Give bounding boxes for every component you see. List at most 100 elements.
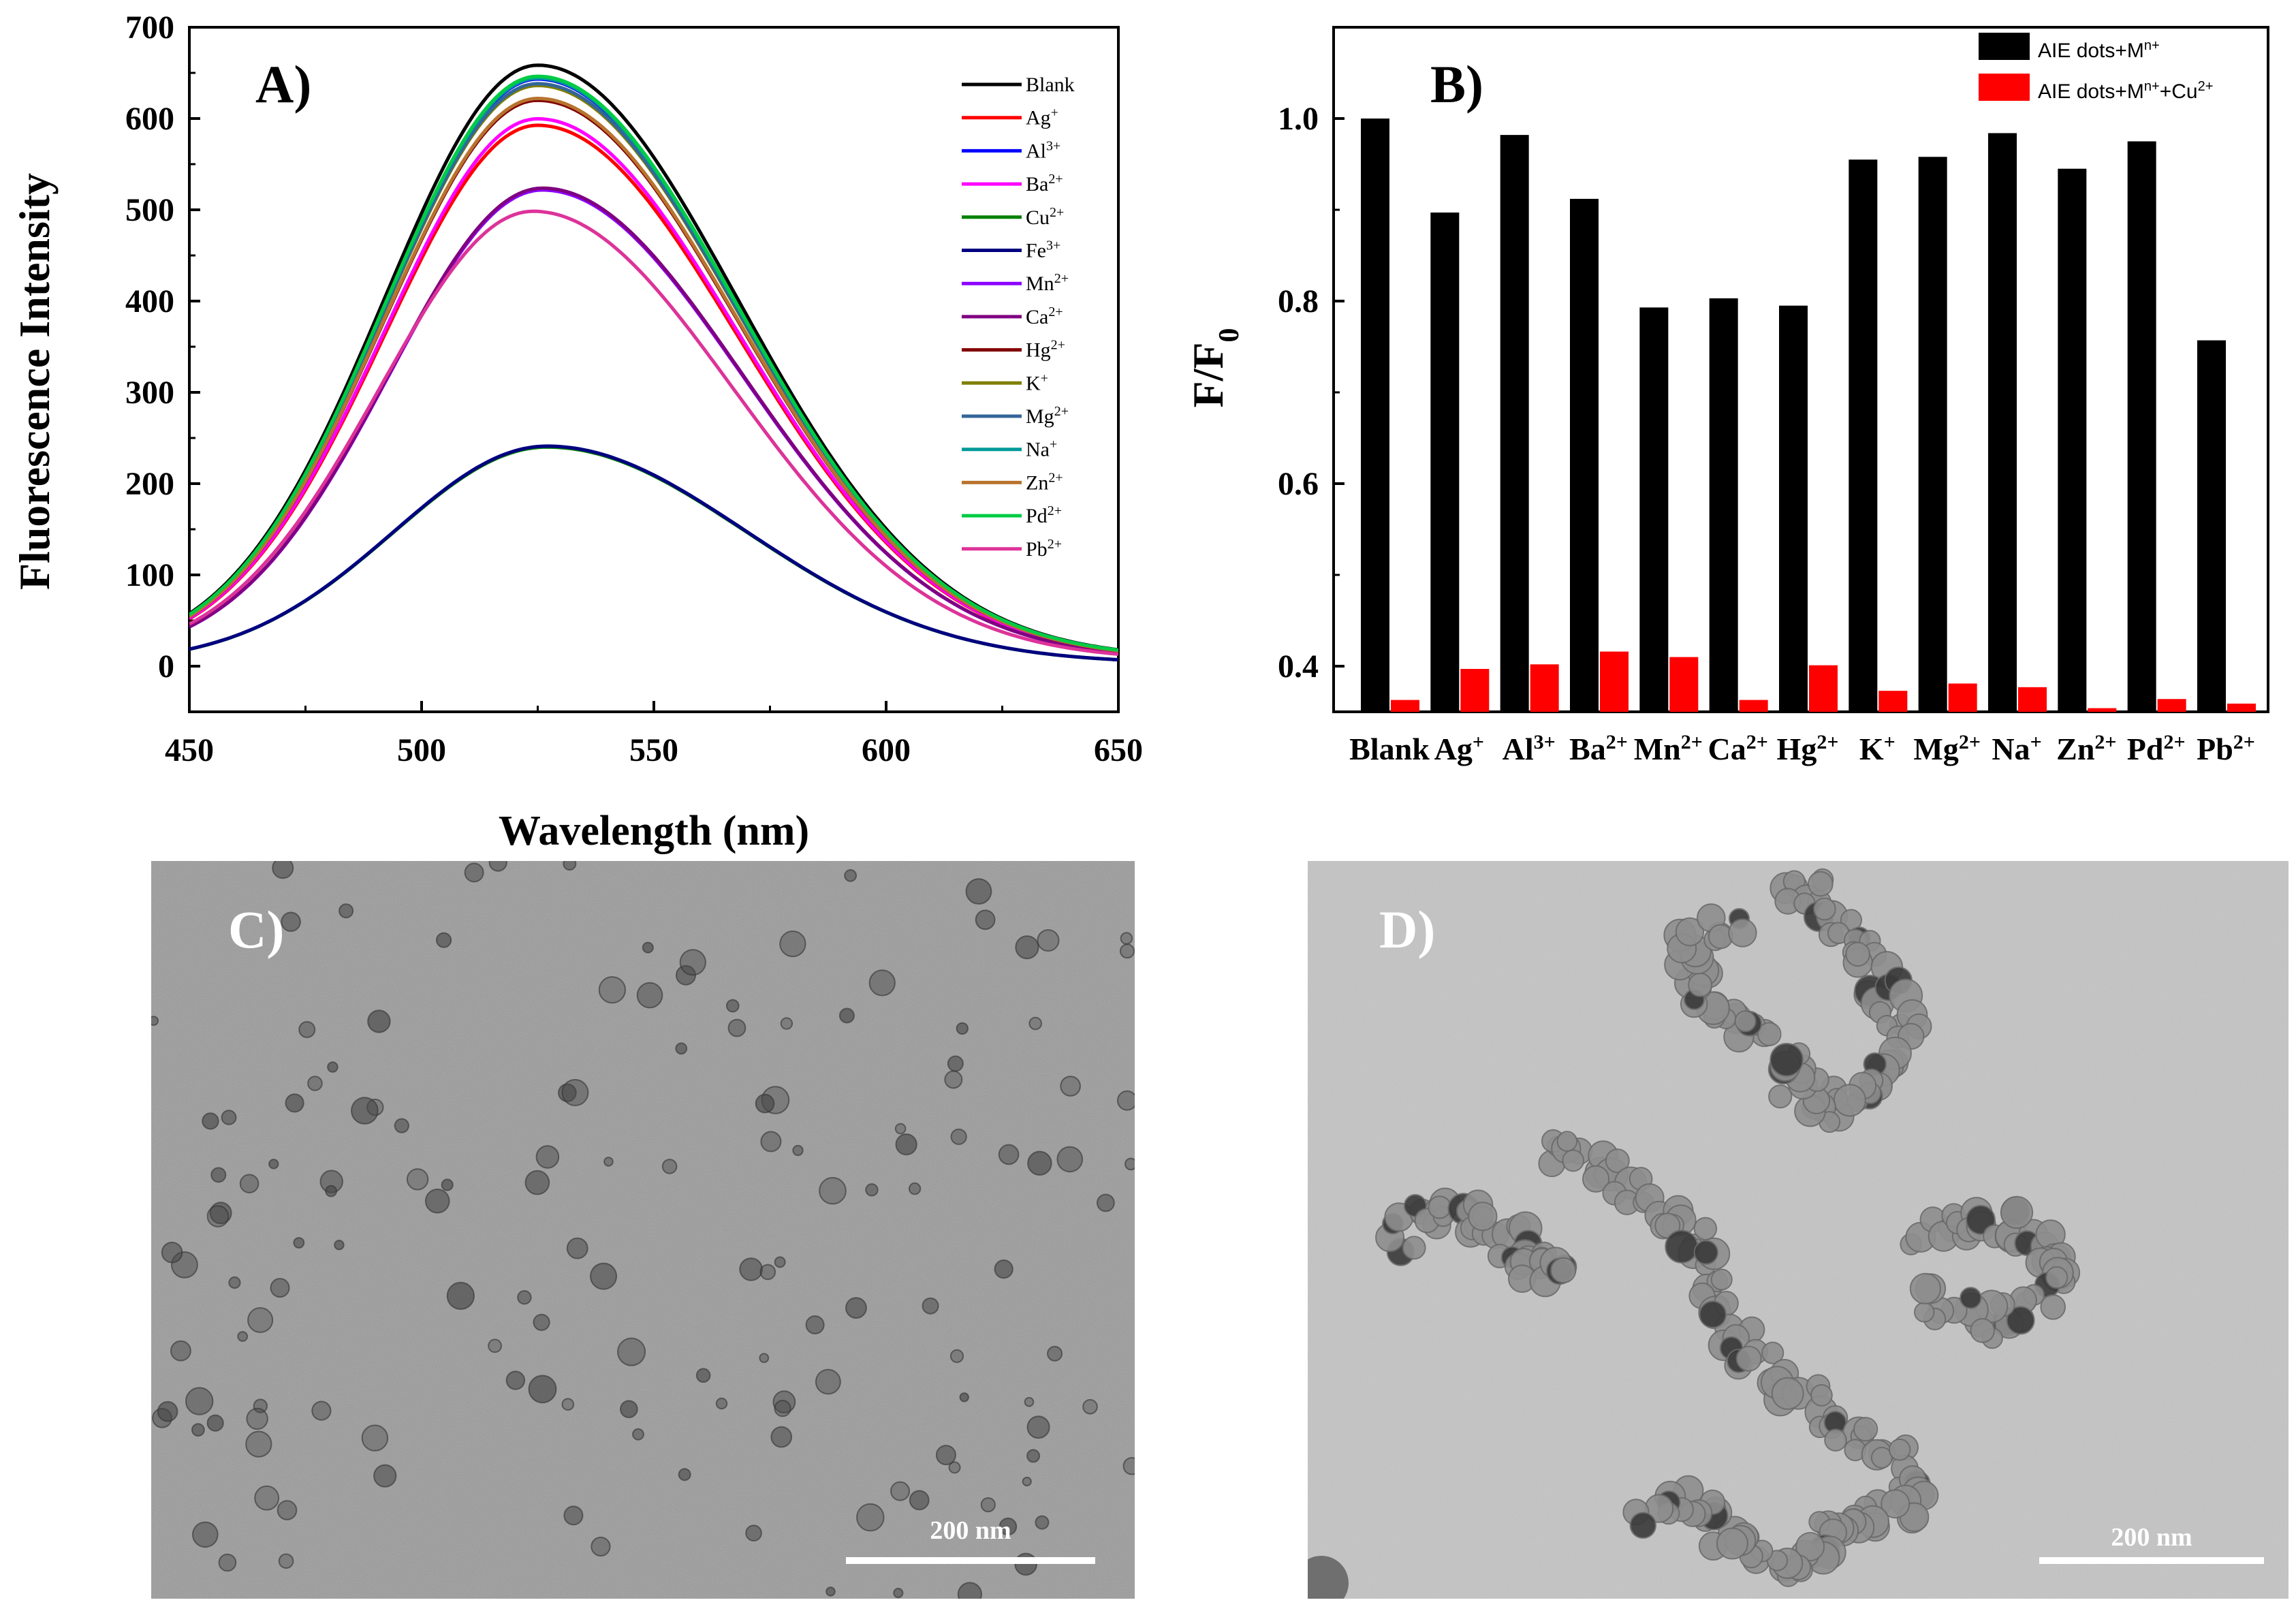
nanoparticle xyxy=(1026,1449,1041,1463)
bar xyxy=(2018,687,2047,712)
nanoparticle xyxy=(1037,929,1060,952)
nanoparticle xyxy=(770,1426,793,1448)
y-tick-label: 100 xyxy=(125,557,174,593)
bar xyxy=(1500,135,1529,712)
nanoparticle xyxy=(206,1205,230,1227)
nanoparticle xyxy=(909,1490,930,1511)
panel-a-label: A) xyxy=(255,54,311,114)
nanoparticle xyxy=(956,1022,969,1035)
nanoparticle xyxy=(202,1112,219,1130)
nanoparticle xyxy=(616,1337,646,1366)
nanoparticle xyxy=(1022,1476,1032,1487)
nanoparticle xyxy=(980,1497,996,1513)
nanoparticle xyxy=(948,1461,961,1474)
nanoparticle xyxy=(277,1500,298,1520)
nanoparticle xyxy=(1716,1527,1748,1560)
nanoparticle xyxy=(237,1331,249,1342)
nanoparticle xyxy=(772,1390,796,1414)
nanoparticle xyxy=(406,1168,429,1191)
nanoparticle xyxy=(1970,1318,1996,1343)
nanoparticle xyxy=(1699,1300,1727,1329)
nanoparticle xyxy=(856,1503,885,1532)
legend-label: Fe3+ xyxy=(1026,238,1060,262)
nanoparticle xyxy=(1582,1165,1610,1193)
nanoparticle xyxy=(1710,1268,1733,1291)
legend-label: Ca2+ xyxy=(1026,304,1063,328)
nanoparticle xyxy=(759,1264,776,1281)
nanoparticle xyxy=(739,1257,763,1281)
bar xyxy=(1600,651,1629,712)
legend-label: Na+ xyxy=(1026,437,1057,461)
nanoparticle xyxy=(1060,1076,1081,1097)
panel-c-label: C) xyxy=(228,900,285,959)
nanoparticle xyxy=(838,1007,855,1024)
bar xyxy=(1878,691,1908,712)
nanoparticle xyxy=(950,1128,967,1145)
y-tick-label: 700 xyxy=(125,10,174,46)
nanoparticle xyxy=(1675,917,1705,947)
y-tick-label: 400 xyxy=(125,283,174,319)
nanoparticle xyxy=(1124,1157,1135,1171)
bar xyxy=(2157,699,2186,712)
nanoparticle xyxy=(894,1123,907,1135)
y-tick-label: 0.8 xyxy=(1278,283,1319,319)
nanoparticle xyxy=(1761,1341,1784,1364)
nanoparticle xyxy=(727,1018,746,1037)
nanoparticle xyxy=(994,1259,1013,1279)
nanoparticle xyxy=(151,1016,159,1026)
bar xyxy=(1639,307,1669,712)
nanoparticle xyxy=(517,1290,532,1305)
nanoparticle xyxy=(774,1256,786,1268)
legend-label: Ba2+ xyxy=(1026,172,1063,195)
panel-d-tem-image xyxy=(1308,861,2289,1599)
nanoparticle xyxy=(218,1553,237,1572)
tem-micrograph xyxy=(1308,861,2289,1599)
nanoparticle xyxy=(636,982,663,1009)
legend-label: AIE dots+Mn+ xyxy=(2038,38,2160,62)
nanoparticle xyxy=(1402,1236,1426,1260)
nanoparticle xyxy=(228,1276,241,1289)
bar xyxy=(1849,159,1878,712)
nanoparticle xyxy=(1735,1345,1762,1372)
nanoparticle xyxy=(298,1021,316,1038)
legend-swatch xyxy=(1979,74,2030,101)
nanoparticle xyxy=(272,861,294,879)
nanoparticle xyxy=(561,1398,575,1411)
panel-d-scale-bar xyxy=(2039,1557,2264,1564)
nanoparticle xyxy=(1082,1398,1098,1415)
nanoparticle xyxy=(1056,1146,1084,1173)
bar xyxy=(2058,168,2087,712)
nanoparticle xyxy=(367,1009,391,1033)
nanoparticle xyxy=(239,1174,260,1194)
nanoparticle xyxy=(191,1521,219,1548)
nanoparticle xyxy=(679,949,706,976)
nanoparticle xyxy=(715,1397,728,1410)
nanoparticle xyxy=(505,1371,526,1390)
panel-c-scale-bar xyxy=(846,1557,1095,1564)
nanoparticle xyxy=(957,1582,983,1599)
series-line xyxy=(189,116,1118,653)
x-tick-label: Al3+ xyxy=(1503,731,1556,767)
nanoparticle xyxy=(1024,1396,1035,1407)
panel-c-tem-image xyxy=(151,861,1135,1599)
y-tick-label: 300 xyxy=(125,375,174,411)
nanoparticle xyxy=(868,969,896,997)
nanoparticle xyxy=(1028,1016,1043,1031)
nanoparticle xyxy=(949,1349,964,1364)
x-tick-label: 550 xyxy=(629,732,678,768)
series-line xyxy=(189,96,1118,653)
nanoparticle xyxy=(185,1387,214,1415)
nanoparticle xyxy=(2006,1306,2035,1335)
nanoparticle xyxy=(1556,1131,1578,1152)
nanoparticle xyxy=(805,1315,825,1334)
nanoparticle xyxy=(1693,1240,1718,1265)
nanoparticle xyxy=(334,1240,345,1251)
nanoparticle xyxy=(2040,1294,2066,1320)
x-tick-label: Ca2+ xyxy=(1708,731,1767,767)
nanoparticle xyxy=(1728,918,1757,948)
nanoparticle xyxy=(351,1097,379,1125)
nanoparticle xyxy=(678,1468,691,1482)
nanoparticle xyxy=(528,1375,557,1404)
nanoparticle xyxy=(632,1428,644,1441)
x-tick-label: 650 xyxy=(1094,732,1143,768)
